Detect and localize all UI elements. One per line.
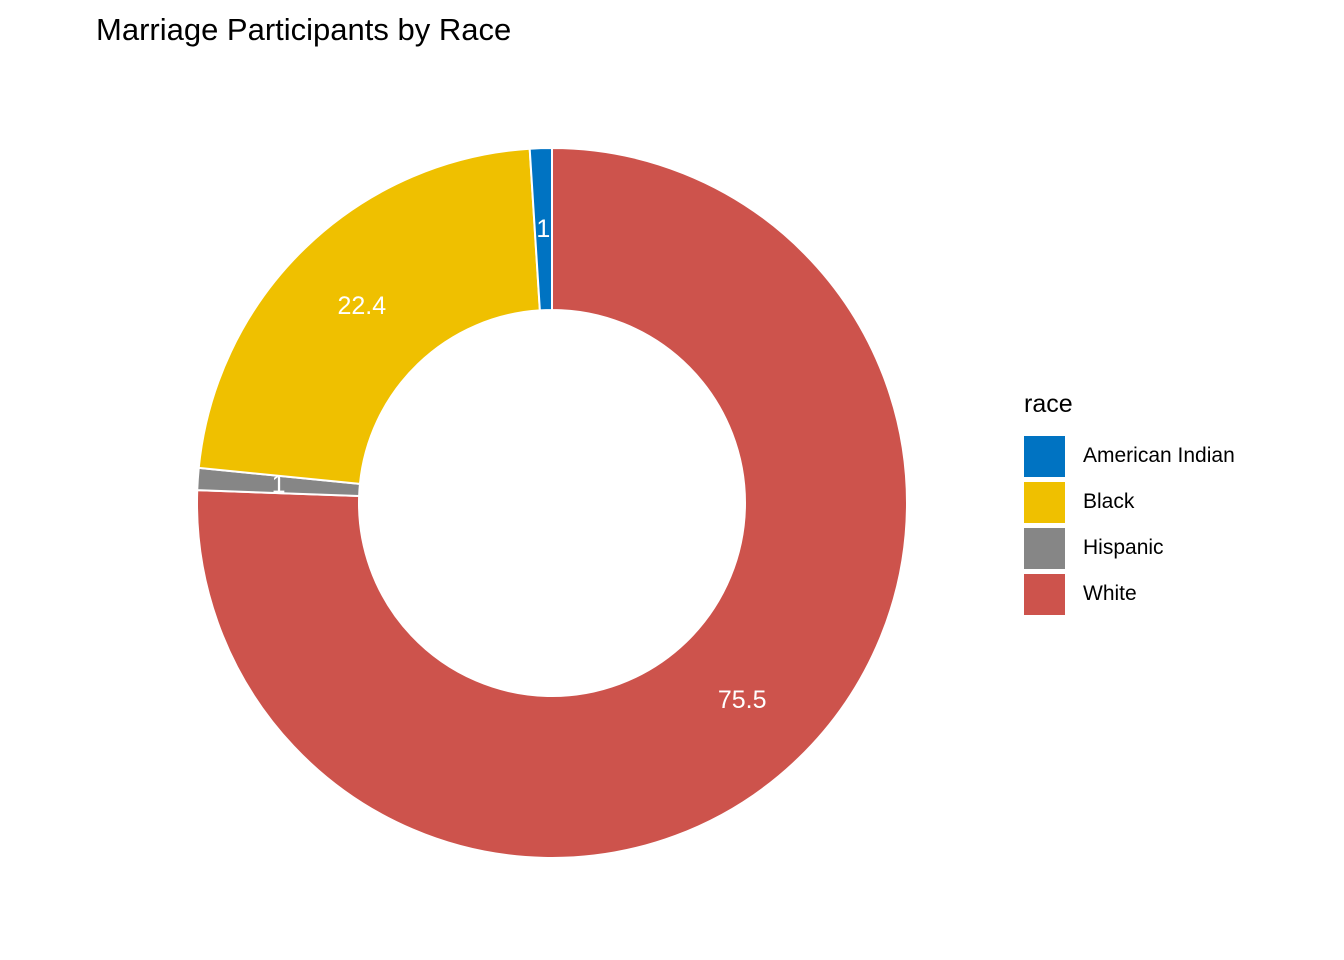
donut-slices: [196, 146, 908, 859]
legend-item-american-indian: American Indian: [1024, 433, 1235, 479]
slice-white: [196, 146, 908, 859]
legend-label: American Indian: [1083, 444, 1235, 467]
legend-item-white: White: [1024, 571, 1235, 617]
legend-item-hispanic: Hispanic: [1024, 525, 1235, 571]
legend: race American Indian Black Hispanic White: [1024, 390, 1235, 617]
value-label-white: 75.5: [718, 686, 767, 714]
donut-value-labels: 75.5 1 22.4 1: [272, 215, 767, 714]
legend-swatch: [1024, 573, 1065, 615]
legend-label: White: [1083, 582, 1137, 605]
legend-title: race: [1024, 390, 1073, 418]
legend-swatch: [1024, 527, 1065, 569]
slice-american-indian: [528, 146, 553, 312]
legend-items: American Indian Black Hispanic White: [1024, 433, 1235, 617]
chart-title: Marriage Participants by Race: [96, 12, 512, 47]
value-label-american-indian: 1: [536, 215, 550, 243]
slice-black: [197, 147, 541, 486]
legend-label: Hispanic: [1083, 536, 1164, 559]
value-label-hispanic: 1: [272, 470, 286, 498]
legend-label: Black: [1083, 490, 1135, 513]
legend-swatch: [1024, 435, 1065, 477]
value-label-black: 22.4: [337, 292, 386, 320]
legend-swatch: [1024, 481, 1065, 523]
legend-item-black: Black: [1024, 479, 1235, 525]
